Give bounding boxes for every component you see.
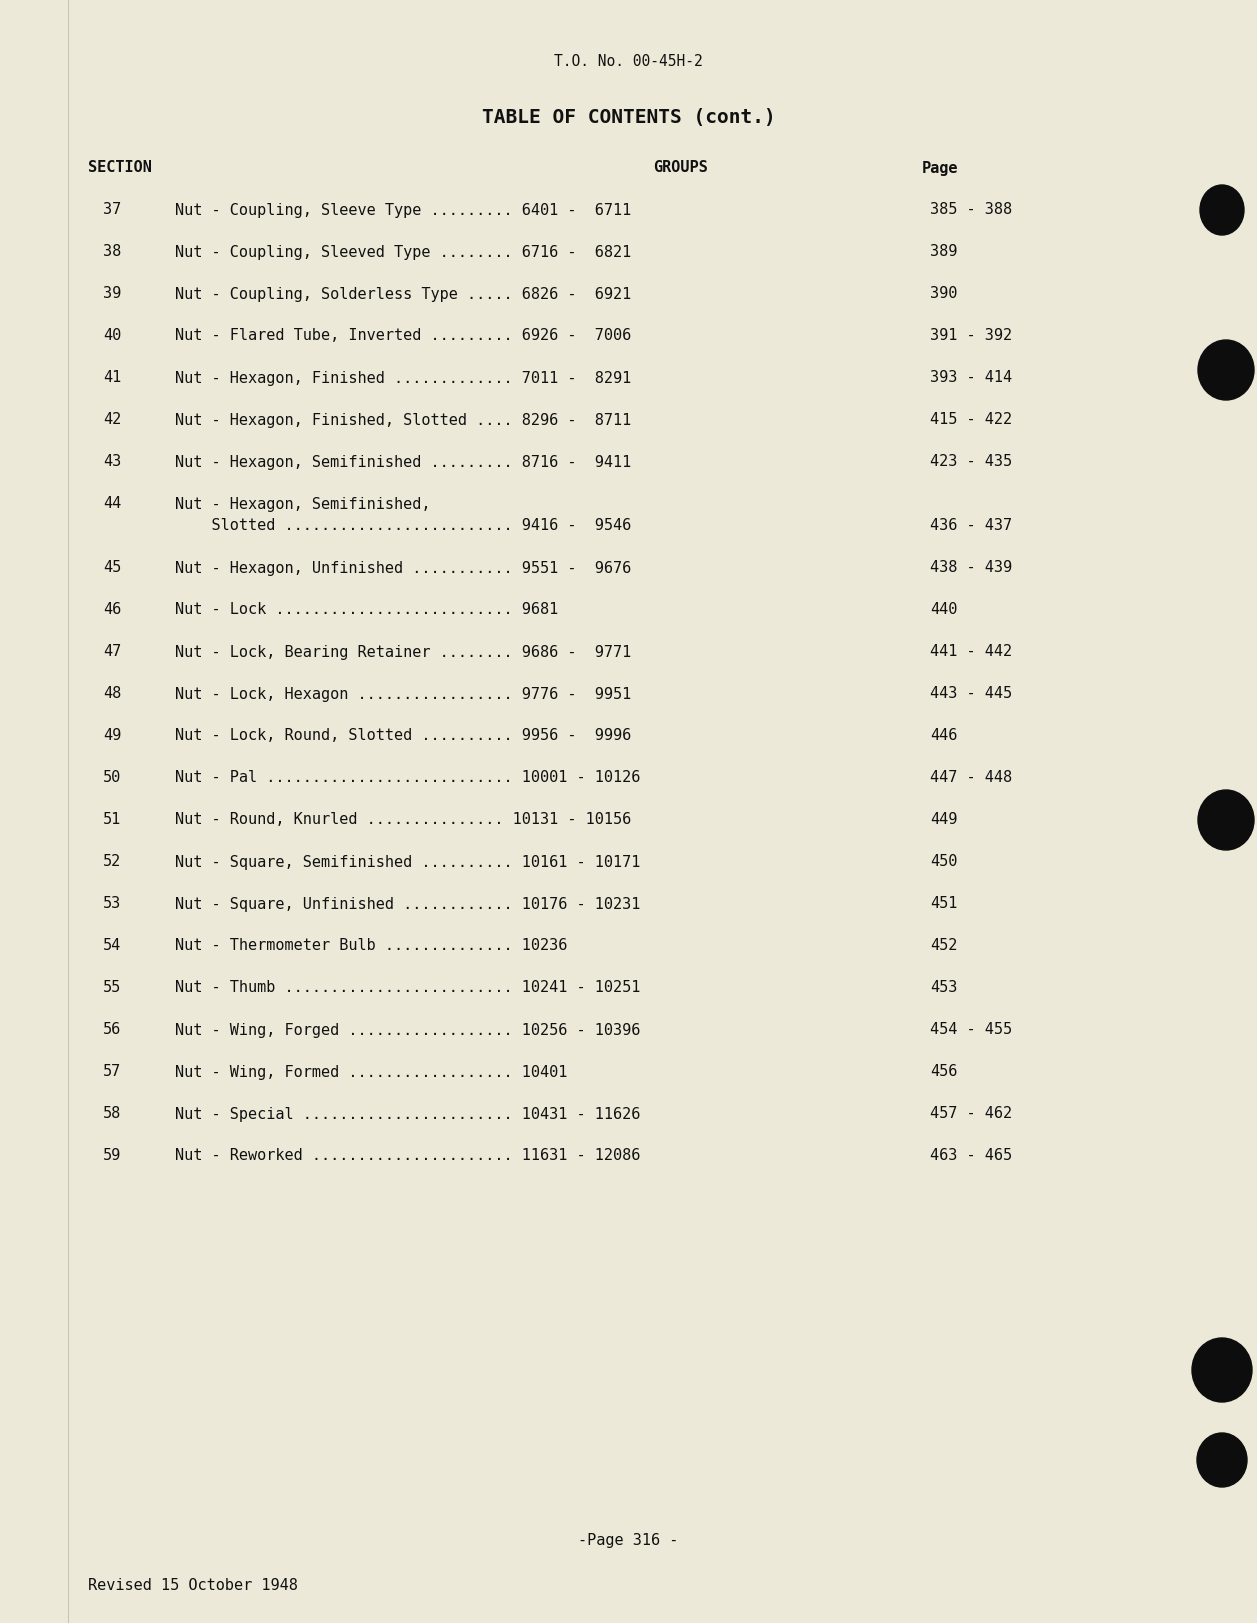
Ellipse shape	[1197, 1433, 1247, 1487]
Text: 45: 45	[103, 560, 121, 576]
Text: 385 - 388: 385 - 388	[930, 203, 1012, 217]
Text: Nut - Wing, Formed .................. 10401: Nut - Wing, Formed .................. 10…	[175, 1065, 567, 1079]
Text: Nut - Square, Semifinished .......... 10161 - 10171: Nut - Square, Semifinished .......... 10…	[175, 854, 640, 870]
Text: 453: 453	[930, 980, 958, 995]
Text: 451: 451	[930, 896, 958, 912]
Text: 443 - 445: 443 - 445	[930, 687, 1012, 701]
Text: Nut - Thumb ......................... 10241 - 10251: Nut - Thumb ......................... 10…	[175, 980, 640, 995]
Ellipse shape	[1200, 185, 1244, 235]
Text: 446: 446	[930, 729, 958, 743]
Text: Nut - Coupling, Sleeve Type ......... 6401 -  6711: Nut - Coupling, Sleeve Type ......... 64…	[175, 203, 631, 217]
Text: T.O. No. 00-45H-2: T.O. No. 00-45H-2	[554, 55, 703, 70]
Text: 440: 440	[930, 602, 958, 617]
Text: 56: 56	[103, 1022, 121, 1037]
Text: 37: 37	[103, 203, 121, 217]
Text: Nut - Reworked ...................... 11631 - 12086: Nut - Reworked ...................... 11…	[175, 1149, 640, 1164]
Text: 423 - 435: 423 - 435	[930, 454, 1012, 469]
Text: 50: 50	[103, 771, 121, 786]
Text: Slotted ......................... 9416 -  9546: Slotted ......................... 9416 -…	[175, 518, 631, 534]
Text: 457 - 462: 457 - 462	[930, 1107, 1012, 1121]
Text: 38: 38	[103, 245, 121, 260]
Text: 49: 49	[103, 729, 121, 743]
Text: 47: 47	[103, 644, 121, 659]
Text: Nut - Pal ........................... 10001 - 10126: Nut - Pal ........................... 10…	[175, 771, 640, 786]
Text: 55: 55	[103, 980, 121, 995]
Text: Nut - Hexagon, Semifinished,: Nut - Hexagon, Semifinished,	[175, 497, 430, 511]
Text: 42: 42	[103, 412, 121, 427]
Text: 51: 51	[103, 813, 121, 828]
Text: Nut - Lock .......................... 9681: Nut - Lock .......................... 96…	[175, 602, 558, 617]
Text: Nut - Hexagon, Unfinished ........... 9551 -  9676: Nut - Hexagon, Unfinished ........... 95…	[175, 560, 631, 576]
Text: 40: 40	[103, 328, 121, 344]
Text: 389: 389	[930, 245, 958, 260]
Text: -Page 316 -: -Page 316 -	[578, 1532, 679, 1547]
Text: Nut - Flared Tube, Inverted ......... 6926 -  7006: Nut - Flared Tube, Inverted ......... 69…	[175, 328, 631, 344]
Text: 456: 456	[930, 1065, 958, 1079]
Text: Revised 15 October 1948: Revised 15 October 1948	[88, 1578, 298, 1592]
Text: 454 - 455: 454 - 455	[930, 1022, 1012, 1037]
Text: 54: 54	[103, 938, 121, 953]
Text: 41: 41	[103, 370, 121, 386]
Text: Nut - Coupling, Sleeved Type ........ 6716 -  6821: Nut - Coupling, Sleeved Type ........ 67…	[175, 245, 631, 260]
Text: Nut - Hexagon, Finished ............. 7011 -  8291: Nut - Hexagon, Finished ............. 70…	[175, 370, 631, 386]
Ellipse shape	[1198, 339, 1254, 399]
Text: Nut - Hexagon, Finished, Slotted .... 8296 -  8711: Nut - Hexagon, Finished, Slotted .... 82…	[175, 412, 631, 427]
Ellipse shape	[1192, 1337, 1252, 1402]
Text: 393 - 414: 393 - 414	[930, 370, 1012, 386]
Text: 57: 57	[103, 1065, 121, 1079]
Text: Nut - Coupling, Solderless Type ..... 6826 -  6921: Nut - Coupling, Solderless Type ..... 68…	[175, 287, 631, 302]
Text: 463 - 465: 463 - 465	[930, 1149, 1012, 1164]
Text: Nut - Lock, Bearing Retainer ........ 9686 -  9771: Nut - Lock, Bearing Retainer ........ 96…	[175, 644, 631, 659]
Text: Nut - Special ....................... 10431 - 11626: Nut - Special ....................... 10…	[175, 1107, 640, 1121]
Text: Page: Page	[921, 161, 958, 175]
Text: 452: 452	[930, 938, 958, 953]
Text: GROUPS: GROUPS	[652, 161, 708, 175]
Text: 39: 39	[103, 287, 121, 302]
Text: 48: 48	[103, 687, 121, 701]
Text: Nut - Hexagon, Semifinished ......... 8716 -  9411: Nut - Hexagon, Semifinished ......... 87…	[175, 454, 631, 469]
Text: 391 - 392: 391 - 392	[930, 328, 1012, 344]
Text: 53: 53	[103, 896, 121, 912]
Text: Nut - Lock, Round, Slotted .......... 9956 -  9996: Nut - Lock, Round, Slotted .......... 99…	[175, 729, 631, 743]
Text: 447 - 448: 447 - 448	[930, 771, 1012, 786]
Text: 46: 46	[103, 602, 121, 617]
Text: Nut - Thermometer Bulb .............. 10236: Nut - Thermometer Bulb .............. 10…	[175, 938, 567, 953]
Text: 390: 390	[930, 287, 958, 302]
Text: Nut - Square, Unfinished ............ 10176 - 10231: Nut - Square, Unfinished ............ 10…	[175, 896, 640, 912]
Text: 450: 450	[930, 854, 958, 870]
Text: 58: 58	[103, 1107, 121, 1121]
Text: 436 - 437: 436 - 437	[930, 518, 1012, 534]
Text: Nut - Round, Knurled ............... 10131 - 10156: Nut - Round, Knurled ............... 101…	[175, 813, 631, 828]
Text: 43: 43	[103, 454, 121, 469]
Text: 438 - 439: 438 - 439	[930, 560, 1012, 576]
Text: 52: 52	[103, 854, 121, 870]
Text: TABLE OF CONTENTS (cont.): TABLE OF CONTENTS (cont.)	[481, 109, 776, 128]
Text: Nut - Wing, Forged .................. 10256 - 10396: Nut - Wing, Forged .................. 10…	[175, 1022, 640, 1037]
Text: SECTION: SECTION	[88, 161, 152, 175]
Text: 44: 44	[103, 497, 121, 511]
Text: 441 - 442: 441 - 442	[930, 644, 1012, 659]
Text: 59: 59	[103, 1149, 121, 1164]
Text: 449: 449	[930, 813, 958, 828]
Text: Nut - Lock, Hexagon ................. 9776 -  9951: Nut - Lock, Hexagon ................. 97…	[175, 687, 631, 701]
Text: 415 - 422: 415 - 422	[930, 412, 1012, 427]
Ellipse shape	[1198, 790, 1254, 850]
